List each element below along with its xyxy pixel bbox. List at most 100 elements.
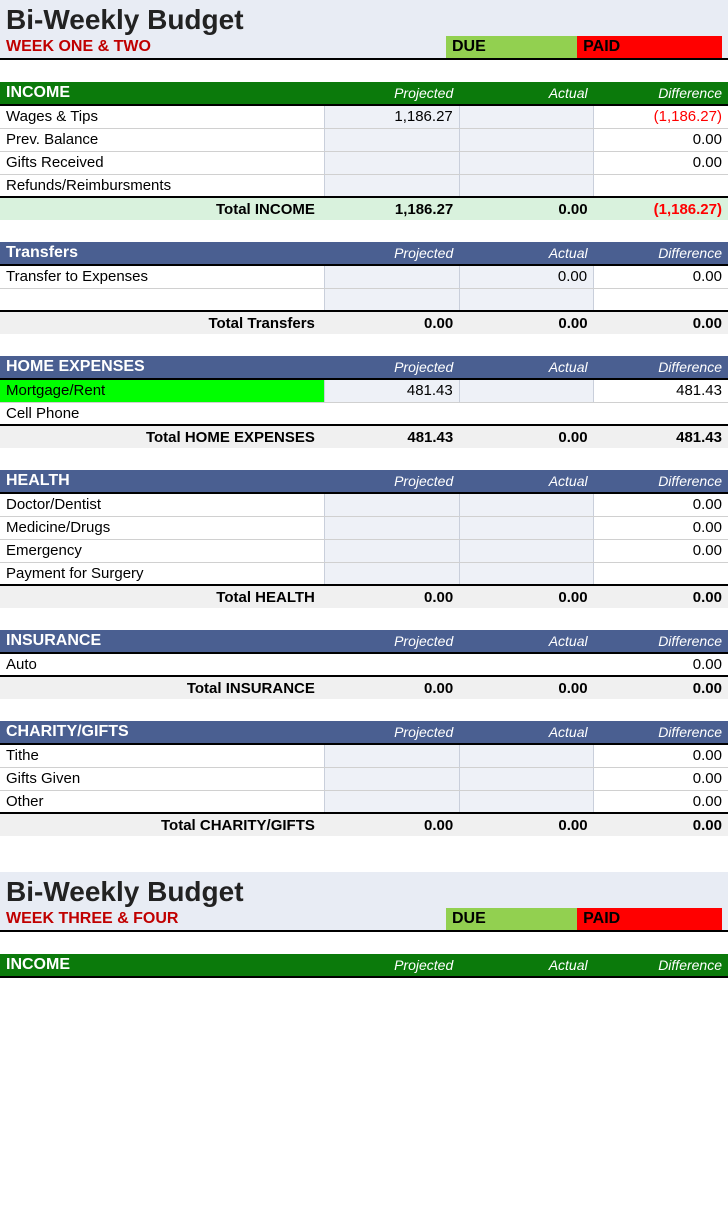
cell-projected[interactable] bbox=[325, 562, 459, 585]
transfers-table: Transfers Projected Actual Difference Tr… bbox=[0, 242, 728, 334]
health-header-row: HEALTH Projected Actual Difference bbox=[0, 470, 728, 493]
income-header-row: INCOME Projected Actual Difference bbox=[0, 82, 728, 105]
col-difference: Difference bbox=[594, 242, 728, 265]
cell-actual[interactable] bbox=[459, 790, 593, 813]
cell-projected[interactable] bbox=[325, 744, 459, 767]
cell-difference: 0.00 bbox=[594, 653, 728, 676]
income-header: INCOME bbox=[0, 82, 325, 105]
row-label: Refunds/Reimbursments bbox=[0, 174, 325, 197]
home-total-row: Total HOME EXPENSES 481.43 0.00 481.43 bbox=[0, 425, 728, 448]
row-label: Gifts Received bbox=[0, 151, 325, 174]
cell-difference: 0.00 bbox=[594, 744, 728, 767]
health-header: HEALTH bbox=[0, 470, 325, 493]
cell-projected[interactable] bbox=[325, 493, 459, 516]
col-projected: Projected bbox=[325, 242, 459, 265]
row-label: Mortgage/Rent bbox=[0, 379, 325, 402]
page-title: Bi-Weekly Budget bbox=[6, 876, 722, 908]
total-difference: 0.00 bbox=[594, 813, 728, 836]
col-projected: Projected bbox=[325, 470, 459, 493]
cell-projected[interactable] bbox=[325, 151, 459, 174]
total-difference: 0.00 bbox=[594, 311, 728, 334]
total-projected: 0.00 bbox=[325, 585, 459, 608]
row-label: Prev. Balance bbox=[0, 128, 325, 151]
row-label: Other bbox=[0, 790, 325, 813]
cell-projected[interactable] bbox=[325, 767, 459, 790]
cell-actual[interactable] bbox=[459, 539, 593, 562]
col-actual: Actual bbox=[459, 356, 593, 379]
transfers-row-blank bbox=[0, 288, 728, 311]
row-label bbox=[0, 288, 325, 311]
due-legend: DUE bbox=[446, 908, 577, 930]
row-label: Wages & Tips bbox=[0, 105, 325, 128]
col-projected: Projected bbox=[325, 356, 459, 379]
row-label: Auto bbox=[0, 653, 325, 676]
row-label: Tithe bbox=[0, 744, 325, 767]
row-label: Medicine/Drugs bbox=[0, 516, 325, 539]
total-label: Total INCOME bbox=[0, 197, 325, 220]
cell-projected[interactable] bbox=[325, 516, 459, 539]
income2-header: INCOME bbox=[0, 954, 325, 977]
cell-actual[interactable] bbox=[459, 516, 593, 539]
cell-actual[interactable] bbox=[459, 379, 593, 402]
period1-weeks-label: WEEK ONE & TWO bbox=[6, 36, 446, 58]
col-projected: Projected bbox=[325, 721, 459, 744]
cell-actual[interactable] bbox=[459, 744, 593, 767]
total-difference: 0.00 bbox=[594, 585, 728, 608]
paid-legend: PAID bbox=[577, 908, 722, 930]
cell-projected[interactable] bbox=[325, 402, 459, 425]
cell-actual[interactable] bbox=[459, 151, 593, 174]
cell-actual[interactable] bbox=[459, 653, 593, 676]
transfers-header-row: Transfers Projected Actual Difference bbox=[0, 242, 728, 265]
cell-difference: 481.43 bbox=[594, 379, 728, 402]
home-row-cell: Cell Phone bbox=[0, 402, 728, 425]
col-actual: Actual bbox=[459, 954, 593, 977]
col-actual: Actual bbox=[459, 721, 593, 744]
total-projected: 0.00 bbox=[325, 813, 459, 836]
cell-actual[interactable] bbox=[459, 767, 593, 790]
transfers-header: Transfers bbox=[0, 242, 325, 265]
cell-projected[interactable] bbox=[325, 128, 459, 151]
cell-projected[interactable] bbox=[325, 790, 459, 813]
cell-projected[interactable] bbox=[325, 174, 459, 197]
total-label: Total INSURANCE bbox=[0, 676, 325, 699]
transfers-row-toexp: Transfer to Expenses 0.00 0.00 bbox=[0, 265, 728, 288]
charity-header: CHARITY/GIFTS bbox=[0, 721, 325, 744]
row-label: Transfer to Expenses bbox=[0, 265, 325, 288]
cell-projected[interactable] bbox=[325, 288, 459, 311]
cell-projected[interactable] bbox=[325, 539, 459, 562]
cell-difference: 0.00 bbox=[594, 493, 728, 516]
row-label: Cell Phone bbox=[0, 402, 325, 425]
charity-row-gifts: Gifts Given 0.00 bbox=[0, 767, 728, 790]
total-actual: 0.00 bbox=[459, 676, 593, 699]
cell-difference bbox=[594, 288, 728, 311]
cell-actual[interactable] bbox=[459, 128, 593, 151]
period2-title-block: Bi-Weekly Budget WEEK THREE & FOUR DUE P… bbox=[0, 872, 728, 932]
cell-projected[interactable] bbox=[325, 653, 459, 676]
total-projected: 0.00 bbox=[325, 311, 459, 334]
cell-projected[interactable] bbox=[325, 265, 459, 288]
total-actual: 0.00 bbox=[459, 585, 593, 608]
col-projected: Projected bbox=[325, 954, 459, 977]
charity-row-other: Other 0.00 bbox=[0, 790, 728, 813]
cell-projected[interactable]: 1,186.27 bbox=[325, 105, 459, 128]
insurance-table: INSURANCE Projected Actual Difference Au… bbox=[0, 630, 728, 699]
total-label: Total HOME EXPENSES bbox=[0, 425, 325, 448]
cell-actual[interactable] bbox=[459, 174, 593, 197]
cell-actual[interactable] bbox=[459, 288, 593, 311]
total-label: Total Transfers bbox=[0, 311, 325, 334]
col-difference: Difference bbox=[594, 630, 728, 653]
row-label: Payment for Surgery bbox=[0, 562, 325, 585]
cell-projected[interactable]: 481.43 bbox=[325, 379, 459, 402]
charity-header-row: CHARITY/GIFTS Projected Actual Differenc… bbox=[0, 721, 728, 744]
cell-actual[interactable] bbox=[459, 493, 593, 516]
col-projected: Projected bbox=[325, 630, 459, 653]
cell-actual[interactable] bbox=[459, 402, 593, 425]
cell-actual[interactable] bbox=[459, 105, 593, 128]
total-actual: 0.00 bbox=[459, 197, 593, 220]
cell-actual[interactable]: 0.00 bbox=[459, 265, 593, 288]
period1-title-block: Bi-Weekly Budget WEEK ONE & TWO DUE PAID bbox=[0, 0, 728, 60]
row-label: Gifts Given bbox=[0, 767, 325, 790]
paid-legend: PAID bbox=[577, 36, 722, 58]
cell-actual[interactable] bbox=[459, 562, 593, 585]
total-difference: (1,186.27) bbox=[594, 197, 728, 220]
